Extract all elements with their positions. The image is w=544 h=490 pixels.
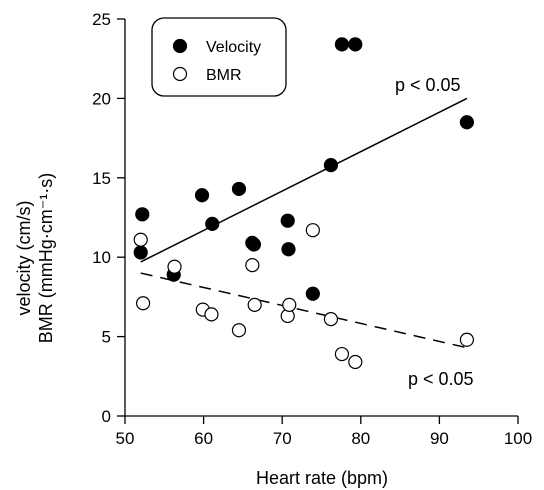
data-point-velocity (281, 242, 296, 257)
data-points (133, 37, 475, 370)
fit-label-velocity: p < 0.05 (395, 75, 461, 95)
data-point-bmr (245, 258, 260, 273)
x-tick-label: 100 (504, 429, 532, 448)
legend-box (151, 17, 287, 97)
data-point-bmr (323, 312, 339, 327)
data-point-velocity (334, 37, 350, 52)
x-tick-label: 60 (194, 429, 213, 448)
fit-lines (140, 97, 468, 349)
legend-label-velocity: Velocity (206, 39, 261, 56)
fit-line-bmr (140, 272, 468, 349)
y-axis-label: velocity (cm/s) BMR (mmHg·cm⁻¹·s) (14, 173, 56, 343)
legend-label-bmr: BMR (206, 67, 242, 84)
data-point-velocity (133, 245, 148, 260)
y-tick-label: 20 (92, 89, 111, 108)
legend-marker-bmr (172, 66, 188, 82)
fit-label-bmr: p < 0.05 (408, 369, 474, 389)
data-point-velocity (348, 37, 363, 52)
data-point-bmr (282, 297, 297, 312)
data-point-velocity (231, 181, 247, 197)
y-tick-label: 0 (102, 407, 111, 426)
data-point-bmr (305, 223, 320, 238)
y-tick-label: 25 (92, 10, 111, 29)
x-tick-label: 70 (273, 429, 292, 448)
data-point-velocity (305, 286, 320, 301)
data-point-bmr (459, 332, 475, 347)
data-point-bmr (133, 232, 148, 247)
legend: Velocity BMR (151, 17, 287, 97)
data-point-bmr (167, 259, 182, 274)
data-point-bmr (204, 307, 219, 322)
data-point-velocity (194, 188, 210, 203)
data-point-bmr (231, 323, 247, 338)
fit-line-velocity (140, 97, 468, 263)
x-axis-label: Heart rate (bpm) (256, 468, 388, 488)
legend-marker-velocity (172, 38, 188, 54)
y-axis-label-line-1: velocity (cm/s) (14, 200, 34, 315)
y-axis-label-line-2: BMR (mmHg·cm⁻¹·s) (36, 173, 56, 343)
y-tick-label: 10 (92, 248, 111, 267)
data-point-bmr (247, 297, 262, 312)
data-point-velocity (323, 157, 339, 173)
data-point-velocity (246, 237, 262, 252)
data-point-bmr (348, 354, 363, 370)
data-point-bmr (334, 346, 350, 362)
data-point-velocity (459, 115, 475, 130)
x-tick-label: 80 (351, 429, 370, 448)
data-point-velocity (205, 216, 220, 231)
x-tick-label: 50 (116, 429, 135, 448)
data-point-velocity (280, 213, 295, 228)
data-point-velocity (135, 207, 150, 222)
y-tick-label: 15 (92, 169, 111, 188)
data-point-bmr (135, 296, 151, 311)
x-tick-label: 90 (430, 429, 449, 448)
axes: 0 5 10 15 20 25 50 60 70 80 90 100 (92, 10, 532, 448)
y-tick-label: 5 (102, 328, 111, 347)
